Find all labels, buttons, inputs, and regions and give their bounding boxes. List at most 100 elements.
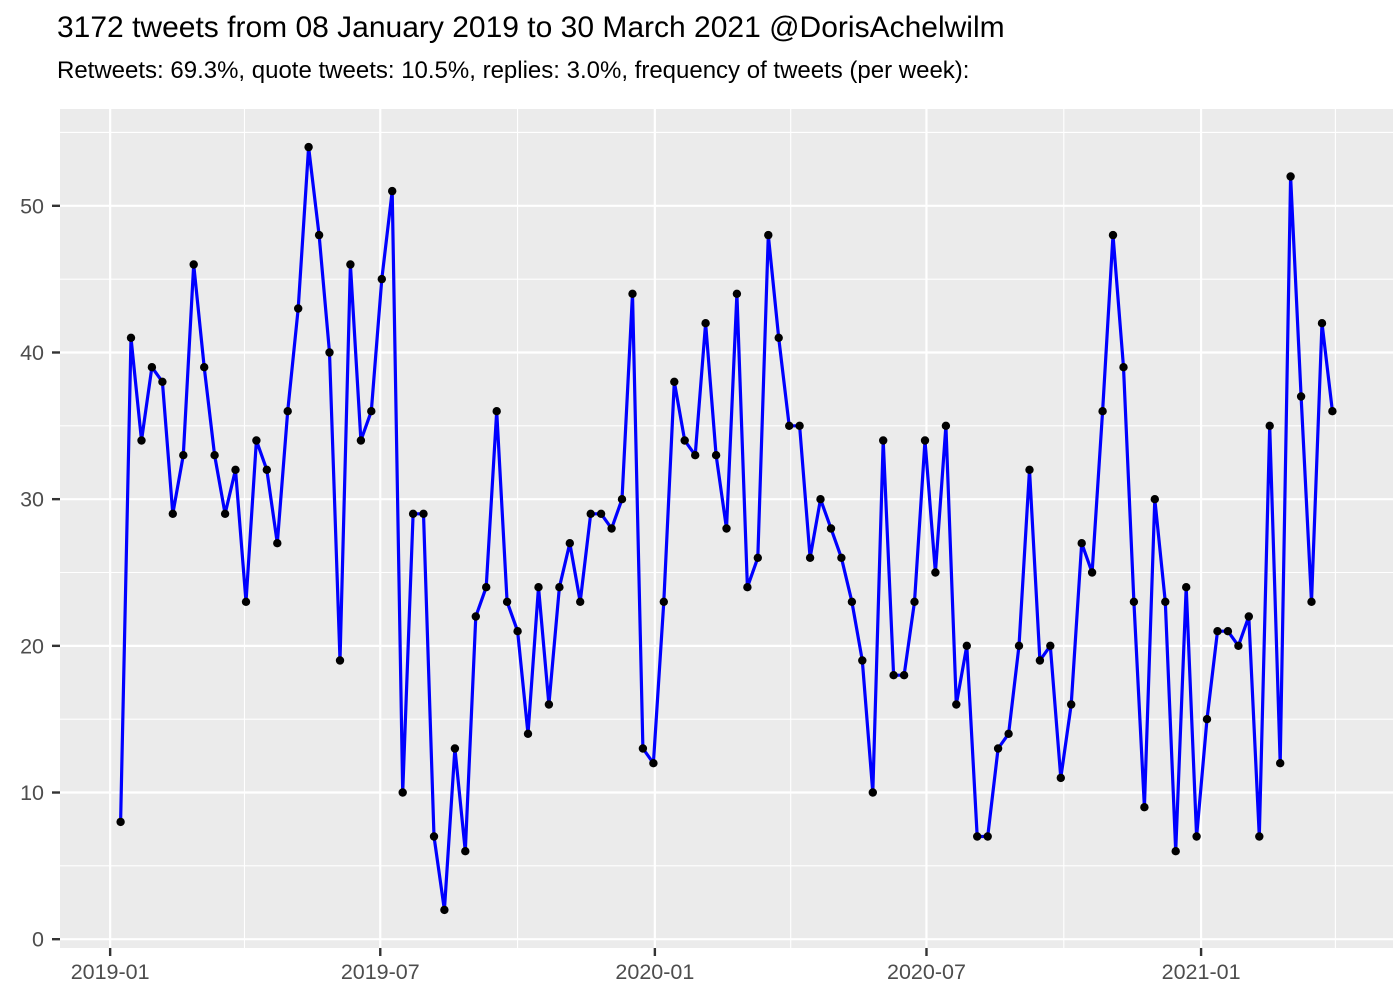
data-point bbox=[492, 407, 501, 416]
data-point bbox=[1182, 583, 1191, 592]
data-point bbox=[711, 451, 721, 460]
data-point bbox=[743, 583, 752, 592]
data-point bbox=[241, 597, 251, 606]
data-point bbox=[576, 597, 585, 606]
y-tick-label: 40 bbox=[20, 341, 44, 365]
data-point bbox=[1213, 627, 1222, 636]
data-point bbox=[1067, 700, 1076, 709]
data-point bbox=[1140, 803, 1149, 812]
data-point bbox=[1046, 641, 1055, 650]
chart-subtitle: Retweets: 69.3%, quote tweets: 10.5%, re… bbox=[57, 57, 970, 84]
data-point bbox=[273, 539, 282, 548]
data-point bbox=[701, 319, 710, 328]
y-tick-label: 0 bbox=[32, 928, 44, 952]
data-point bbox=[1004, 729, 1013, 738]
data-point bbox=[596, 509, 606, 518]
data-point bbox=[555, 583, 564, 592]
data-point bbox=[774, 333, 783, 342]
data-point bbox=[346, 260, 355, 269]
y-tick-label: 50 bbox=[20, 194, 44, 218]
y-tick-label: 10 bbox=[20, 781, 44, 805]
data-point bbox=[294, 304, 303, 313]
data-point bbox=[670, 377, 679, 386]
data-point bbox=[544, 700, 554, 709]
data-point bbox=[993, 744, 1003, 753]
data-point bbox=[304, 142, 313, 152]
data-point bbox=[116, 817, 125, 827]
data-point bbox=[962, 641, 971, 650]
data-point bbox=[680, 436, 689, 445]
data-point bbox=[837, 553, 846, 562]
data-point bbox=[983, 832, 992, 841]
x-tick-label: 2020-07 bbox=[887, 960, 966, 984]
data-point bbox=[691, 451, 700, 460]
data-point bbox=[732, 289, 742, 298]
data-point bbox=[1035, 656, 1045, 665]
data-point bbox=[1025, 465, 1034, 474]
data-point bbox=[628, 289, 637, 298]
data-point bbox=[377, 274, 386, 284]
data-point bbox=[753, 553, 762, 562]
data-point bbox=[868, 788, 877, 797]
data-point bbox=[1328, 407, 1337, 416]
data-point bbox=[1192, 832, 1201, 841]
x-tick-label: 2021-01 bbox=[1162, 960, 1241, 984]
data-point bbox=[408, 509, 418, 518]
data-point bbox=[210, 451, 219, 460]
data-point bbox=[659, 597, 668, 606]
data-point bbox=[1056, 773, 1066, 783]
data-point bbox=[513, 627, 522, 636]
x-tick-label: 2019-01 bbox=[71, 960, 150, 984]
data-point bbox=[1098, 407, 1107, 416]
data-point bbox=[1077, 539, 1086, 548]
data-point bbox=[388, 186, 397, 196]
data-point bbox=[1129, 597, 1139, 606]
data-point bbox=[858, 656, 867, 665]
data-point bbox=[565, 539, 574, 548]
data-point bbox=[1161, 597, 1170, 606]
data-point bbox=[367, 407, 376, 416]
data-point bbox=[805, 553, 815, 562]
data-point bbox=[471, 612, 480, 621]
data-point bbox=[899, 671, 909, 680]
data-point bbox=[429, 832, 439, 841]
data-point bbox=[534, 583, 543, 592]
data-point bbox=[889, 671, 898, 680]
x-tick-label: 2019-07 bbox=[341, 960, 420, 984]
data-point bbox=[722, 524, 731, 533]
data-point bbox=[189, 260, 198, 269]
data-point bbox=[419, 509, 428, 518]
data-point bbox=[523, 729, 533, 738]
data-point bbox=[314, 230, 324, 240]
data-point bbox=[795, 421, 804, 430]
data-point bbox=[450, 744, 460, 753]
data-point bbox=[1108, 230, 1118, 240]
data-point bbox=[649, 759, 658, 768]
data-point bbox=[137, 436, 146, 445]
data-point bbox=[1150, 495, 1160, 504]
data-point bbox=[1286, 172, 1295, 181]
data-point bbox=[607, 524, 616, 533]
data-point bbox=[973, 832, 982, 841]
data-point bbox=[158, 377, 167, 386]
data-point bbox=[200, 363, 209, 372]
data-point bbox=[440, 905, 449, 915]
data-point bbox=[1265, 421, 1274, 430]
data-point bbox=[847, 597, 857, 606]
data-point bbox=[398, 788, 407, 797]
x-tick-label: 2020-01 bbox=[615, 960, 694, 984]
data-point bbox=[617, 495, 627, 504]
data-point bbox=[1296, 392, 1306, 401]
data-point bbox=[638, 744, 648, 753]
data-point bbox=[168, 509, 177, 518]
data-point bbox=[335, 656, 345, 665]
data-point bbox=[1317, 319, 1327, 328]
data-point bbox=[941, 421, 951, 430]
data-point bbox=[356, 436, 366, 445]
data-point bbox=[482, 583, 491, 592]
data-point bbox=[785, 421, 794, 430]
data-point bbox=[920, 436, 930, 445]
data-point bbox=[1202, 715, 1212, 724]
data-point bbox=[502, 597, 512, 606]
